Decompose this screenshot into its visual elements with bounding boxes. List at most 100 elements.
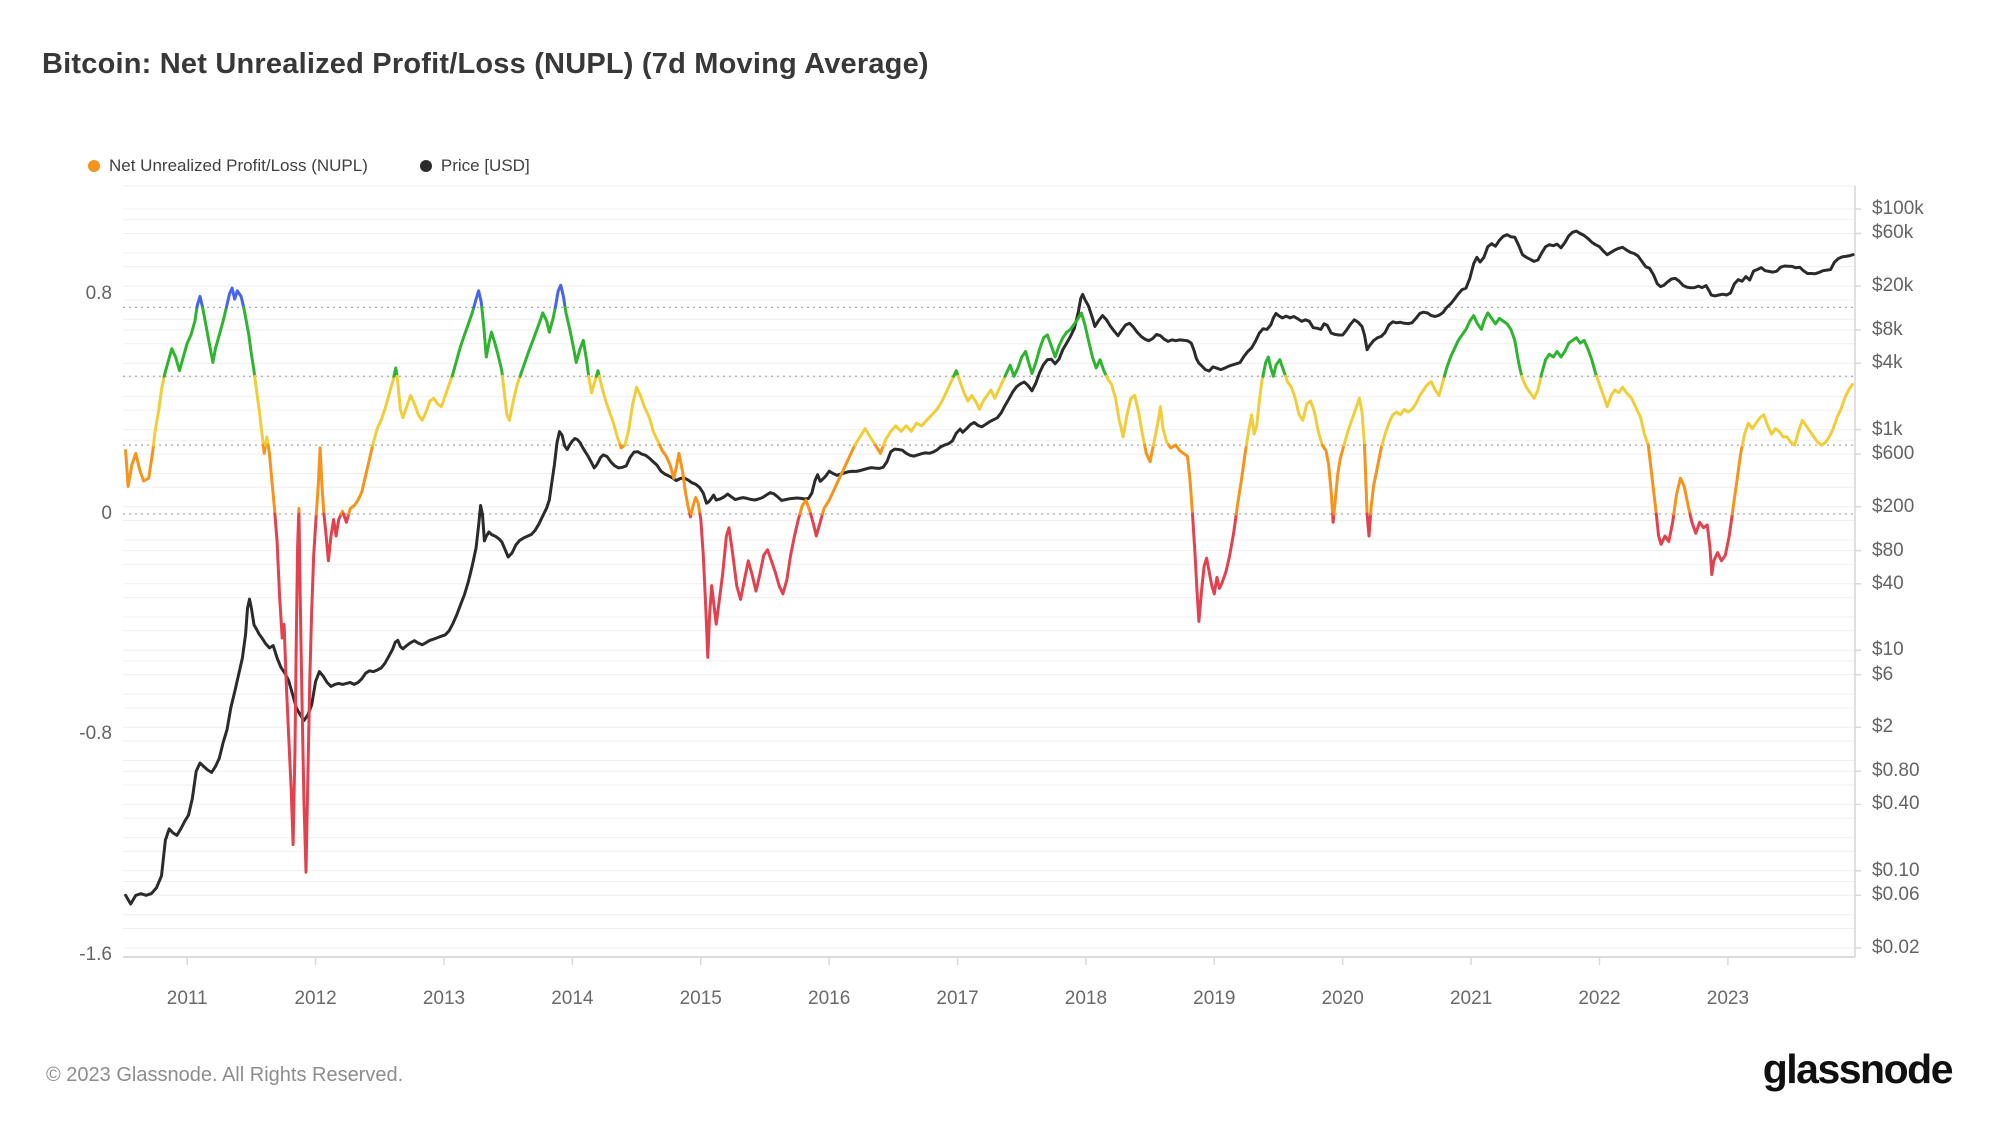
nupl-legend-dot-icon (88, 160, 100, 172)
nupl-series-segment (821, 443, 857, 516)
nupl-series-segment (1151, 405, 1171, 447)
legend: Net Unrealized Profit/Loss (NUPL) Price … (88, 156, 530, 176)
nupl-series-segment (342, 512, 351, 524)
right-axis-tick-label: $4k (1872, 352, 1903, 374)
nupl-series-segment (1234, 443, 1248, 516)
copyright-text: © 2023 Glassnode. All Rights Reserved. (46, 1064, 404, 1086)
nupl-series-segment (314, 446, 326, 516)
left-axis-tick-label: -1.6 (79, 943, 112, 965)
x-axis-tick-label: 2016 (808, 988, 851, 1009)
price-legend-dot-icon (419, 160, 432, 172)
x-axis-tick-label: 2021 (1449, 988, 1493, 1009)
nupl-series-segment (1167, 443, 1194, 516)
nupl-series-segment (297, 512, 318, 874)
nupl-series-segment (1105, 374, 1147, 447)
nupl-series-segment (623, 385, 662, 447)
nupl-series-segment (594, 369, 601, 378)
nupl-series-segment (1342, 396, 1366, 447)
nupl-series-segment (689, 496, 702, 516)
nupl-series-segment (261, 443, 267, 455)
nupl-series-segment (1688, 512, 1734, 577)
price-series-line (124, 229, 1855, 906)
nupl-series-segment (1539, 336, 1599, 378)
right-axis-tick-label: $10 (1872, 639, 1904, 661)
nupl-series-segment (956, 374, 1007, 411)
nupl-series-segment (500, 374, 522, 422)
nupl-series-segment (395, 374, 454, 422)
right-axis-tick-label: $40 (1872, 572, 1904, 594)
nupl-series-segment (553, 283, 567, 309)
nupl-series-segment (882, 374, 956, 447)
x-axis-tick-label: 2013 (422, 988, 466, 1009)
x-axis-tick-label: 2011 (166, 988, 208, 1009)
nupl-series-segment (264, 435, 270, 447)
nupl-series-segment (124, 443, 155, 488)
nupl-series-segment (1730, 443, 1744, 516)
nupl-series-segment (618, 443, 627, 450)
x-axis-tick-label: 2023 (1706, 988, 1750, 1009)
nupl-series-segment (798, 498, 813, 516)
right-axis-tick-label: $0.02 (1872, 936, 1920, 958)
nupl-series-segment (273, 512, 301, 847)
legend-item-price[interactable]: Price [USD] (419, 156, 530, 176)
nupl-series-segment (1284, 374, 1324, 447)
x-axis-tick-label: 2019 (1193, 988, 1236, 1009)
x-axis-tick-label: 2014 (551, 988, 594, 1009)
nupl-series-segment (1143, 443, 1155, 464)
x-axis-tick-label: 2020 (1321, 988, 1364, 1009)
nupl-series-segment (472, 289, 484, 309)
right-axis-tick-label: $2 (1872, 716, 1894, 738)
nupl-series-segment (392, 366, 399, 378)
nupl-series-segment (242, 305, 257, 378)
nupl-series-segment (809, 512, 824, 538)
legend-item-label: Price [USD] (440, 156, 530, 175)
nupl-series-segment (518, 305, 557, 378)
nupl-series-segment (853, 427, 877, 447)
left-axis-tick-label: 0 (101, 503, 112, 524)
right-axis-tick-label: $8k (1872, 318, 1903, 340)
nupl-series-segment (597, 374, 622, 447)
nupl-series-segment (195, 294, 205, 309)
nupl-series-segment (253, 374, 265, 447)
right-axis-tick-label: $60k (1872, 222, 1914, 244)
nupl-series-segment (658, 443, 692, 516)
nupl-series-segment (1595, 374, 1650, 447)
nupl-series-segment (1520, 374, 1543, 400)
right-axis-tick-label: $100k (1872, 198, 1924, 219)
nupl-series-segment (162, 305, 199, 378)
legend-item-nupl[interactable]: Net Unrealized Profit/Loss (NUPL) (88, 156, 368, 176)
nupl-series-segment (480, 305, 504, 378)
nupl-series-segment (873, 443, 886, 455)
nupl-series-segment (450, 305, 476, 378)
nupl-series-segment (1003, 311, 1108, 378)
nupl-series-segment (201, 305, 228, 364)
nupl-series-segment (563, 305, 591, 378)
nupl-series-segment (152, 374, 166, 447)
nupl-series-segment (1331, 512, 1336, 524)
nupl-series-segment (1654, 512, 1676, 546)
right-axis-tick-label: $0.80 (1872, 760, 1920, 782)
right-axis-tick-label: $0.10 (1872, 859, 1920, 881)
nupl-series-segment (1672, 476, 1692, 516)
nupl-series-segment (1646, 443, 1658, 516)
nupl-series-segment (322, 512, 343, 563)
nupl-series-segment (1442, 311, 1524, 378)
page-title: Bitcoin: Net Unrealized Profit/Loss (NUP… (42, 48, 929, 80)
nupl-series-segment (1332, 443, 1346, 516)
x-axis-tick-label: 2015 (679, 988, 722, 1009)
nupl-series-segment (1380, 374, 1446, 447)
x-axis-tick-label: 2022 (1578, 988, 1621, 1009)
x-axis-tick-label: 2012 (294, 988, 337, 1009)
nupl-series-segment (587, 374, 598, 395)
right-axis-tick-label: $6 (1872, 663, 1894, 685)
nupl-series-segment (1363, 443, 1369, 516)
right-axis-tick-label: $20k (1872, 275, 1914, 297)
nupl-series-segment (698, 512, 802, 659)
nupl-series-segment (347, 443, 375, 516)
right-axis-tick-label: $0.06 (1872, 884, 1920, 906)
nupl-series-segment (1261, 355, 1288, 378)
x-axis-tick-label: 2018 (1064, 988, 1108, 1009)
right-axis-tick-label: $600 (1872, 443, 1915, 465)
nupl-series-segment (1244, 374, 1265, 447)
